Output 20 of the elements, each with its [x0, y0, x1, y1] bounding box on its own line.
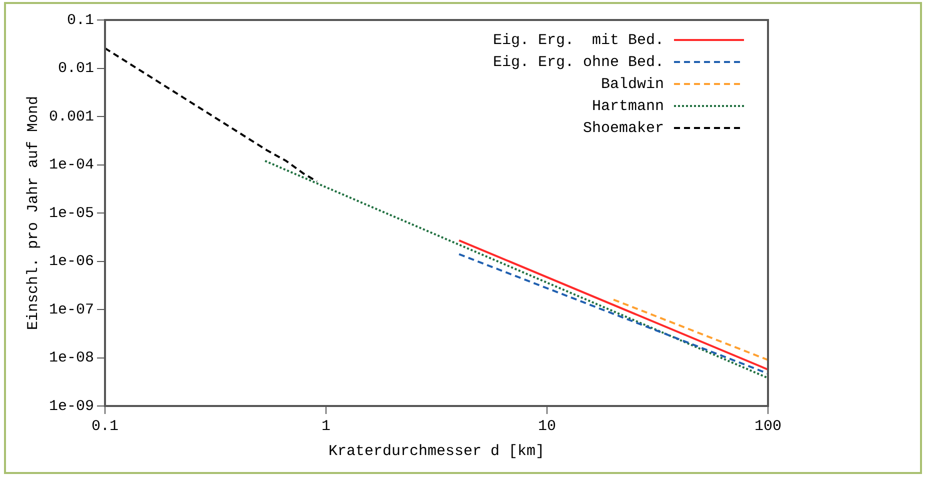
legend-label: Hartmann: [592, 98, 664, 115]
y-tick-label: 1e-07: [48, 301, 94, 318]
x-tick-label: 10: [538, 418, 556, 435]
legend-label: Shoemaker: [582, 120, 664, 137]
y-tick-label: 0.001: [48, 108, 94, 126]
y-tick-label: 0.01: [58, 60, 94, 78]
legend-label: Eig. Erg. mit Bed.: [492, 32, 664, 49]
y-tick-label: 1e-08: [48, 350, 94, 367]
y-axis-title: Einschl. pro Jahr auf Mond: [24, 96, 42, 330]
x-tick-label: 1: [321, 418, 331, 435]
x-tick-label: 100: [754, 418, 782, 435]
x-axis-title: Kraterdurchmesser d [km]: [328, 442, 545, 460]
legend-label: Baldwin: [600, 76, 664, 93]
legend-label: Eig. Erg. ohne Bed.: [492, 54, 664, 71]
y-tick-label: 1e-06: [48, 253, 94, 270]
y-tick-label: 0.1: [66, 12, 94, 29]
y-tick-label: 1e-05: [48, 204, 94, 222]
y-tick-label: 1e-04: [48, 156, 94, 174]
x-tick-label: 0.1: [92, 418, 119, 435]
y-tick-label: 1e-09: [48, 398, 94, 415]
